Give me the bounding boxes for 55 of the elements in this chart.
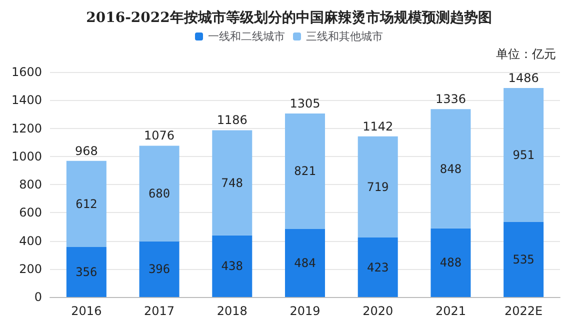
y-tick-label: 1400 (11, 93, 42, 108)
bar (66, 160, 106, 247)
total-label: 1186 (216, 113, 248, 128)
total-label: 1076 (144, 128, 175, 143)
total-label: 1486 (508, 71, 539, 86)
bar (430, 228, 471, 297)
bar (358, 136, 398, 238)
data-label: 484 (294, 256, 316, 270)
data-label: 848 (440, 162, 462, 176)
bar (66, 246, 106, 297)
total-label: 1142 (362, 119, 394, 134)
y-tick-label: 400 (19, 234, 42, 248)
bar (504, 88, 544, 222)
bar (285, 228, 325, 297)
total-label: 1336 (435, 92, 466, 106)
data-label: 488 (440, 256, 462, 270)
data-label: 951 (512, 148, 534, 162)
bar (212, 130, 252, 236)
x-tick-label: 2017 (144, 304, 175, 318)
data-label: 535 (512, 252, 534, 266)
legend-label: 三线和其他城市 (306, 30, 383, 43)
total-label: 968 (74, 144, 98, 158)
x-tick-label: 2018 (216, 304, 248, 318)
data-label: 396 (148, 262, 170, 276)
x-tick-label: 2019 (290, 304, 320, 318)
data-label: 719 (367, 180, 389, 194)
bar (212, 235, 252, 297)
x-tick-label: 2016 (71, 304, 102, 318)
bar (358, 238, 398, 297)
data-label: 423 (367, 260, 389, 274)
bar (139, 241, 180, 297)
bar (139, 146, 180, 242)
data-label: 438 (221, 259, 243, 274)
y-tick-label: 200 (19, 262, 42, 276)
data-label: 612 (76, 196, 98, 211)
bar (430, 109, 471, 228)
x-tick-label: 2020 (362, 304, 394, 318)
text: 单位：亿元 (496, 47, 556, 61)
bar (285, 113, 325, 229)
data-label: 356 (76, 264, 98, 279)
data-label: 821 (294, 164, 316, 178)
legend-label: 一线和二线城市 (208, 30, 285, 43)
x-tick-label: 2021 (435, 304, 466, 318)
y-tick-label: 0 (34, 290, 42, 304)
y-tick-label: 1600 (11, 65, 42, 79)
y-tick-label: 1000 (11, 149, 42, 164)
data-label: 680 (148, 186, 170, 200)
x-tick-label: 2022E (504, 304, 543, 318)
chart-title: 2016-2022年按城市等级划分的中国麻辣烫市场规模预测趋势图 (86, 9, 492, 26)
y-tick-label: 1200 (11, 121, 42, 136)
y-tick-label: 800 (19, 178, 42, 192)
y-tick-label: 600 (19, 206, 42, 220)
bar (504, 222, 544, 297)
total-label: 1305 (290, 96, 320, 110)
data-label: 748 (221, 176, 243, 190)
